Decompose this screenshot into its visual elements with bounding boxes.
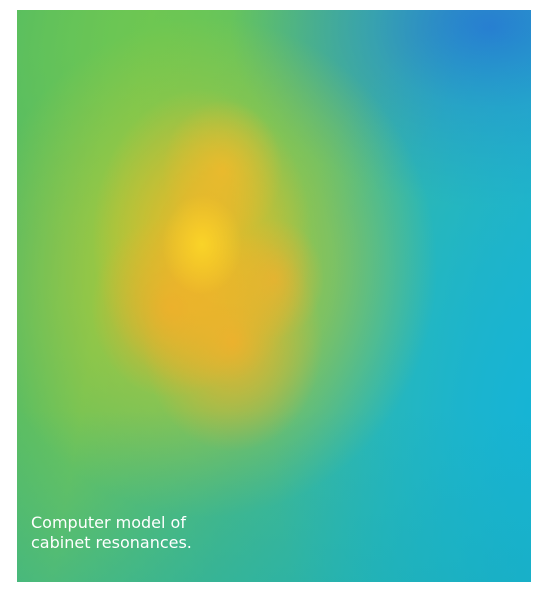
heatmap-bottom-fade	[17, 10, 531, 582]
caption-line-1: Computer model of	[31, 513, 186, 532]
image-caption: Computer model of cabinet resonances.	[31, 513, 331, 553]
heatmap-peak	[17, 10, 531, 582]
caption-line-2: cabinet resonances.	[31, 533, 192, 552]
resonance-model-image	[17, 10, 531, 582]
